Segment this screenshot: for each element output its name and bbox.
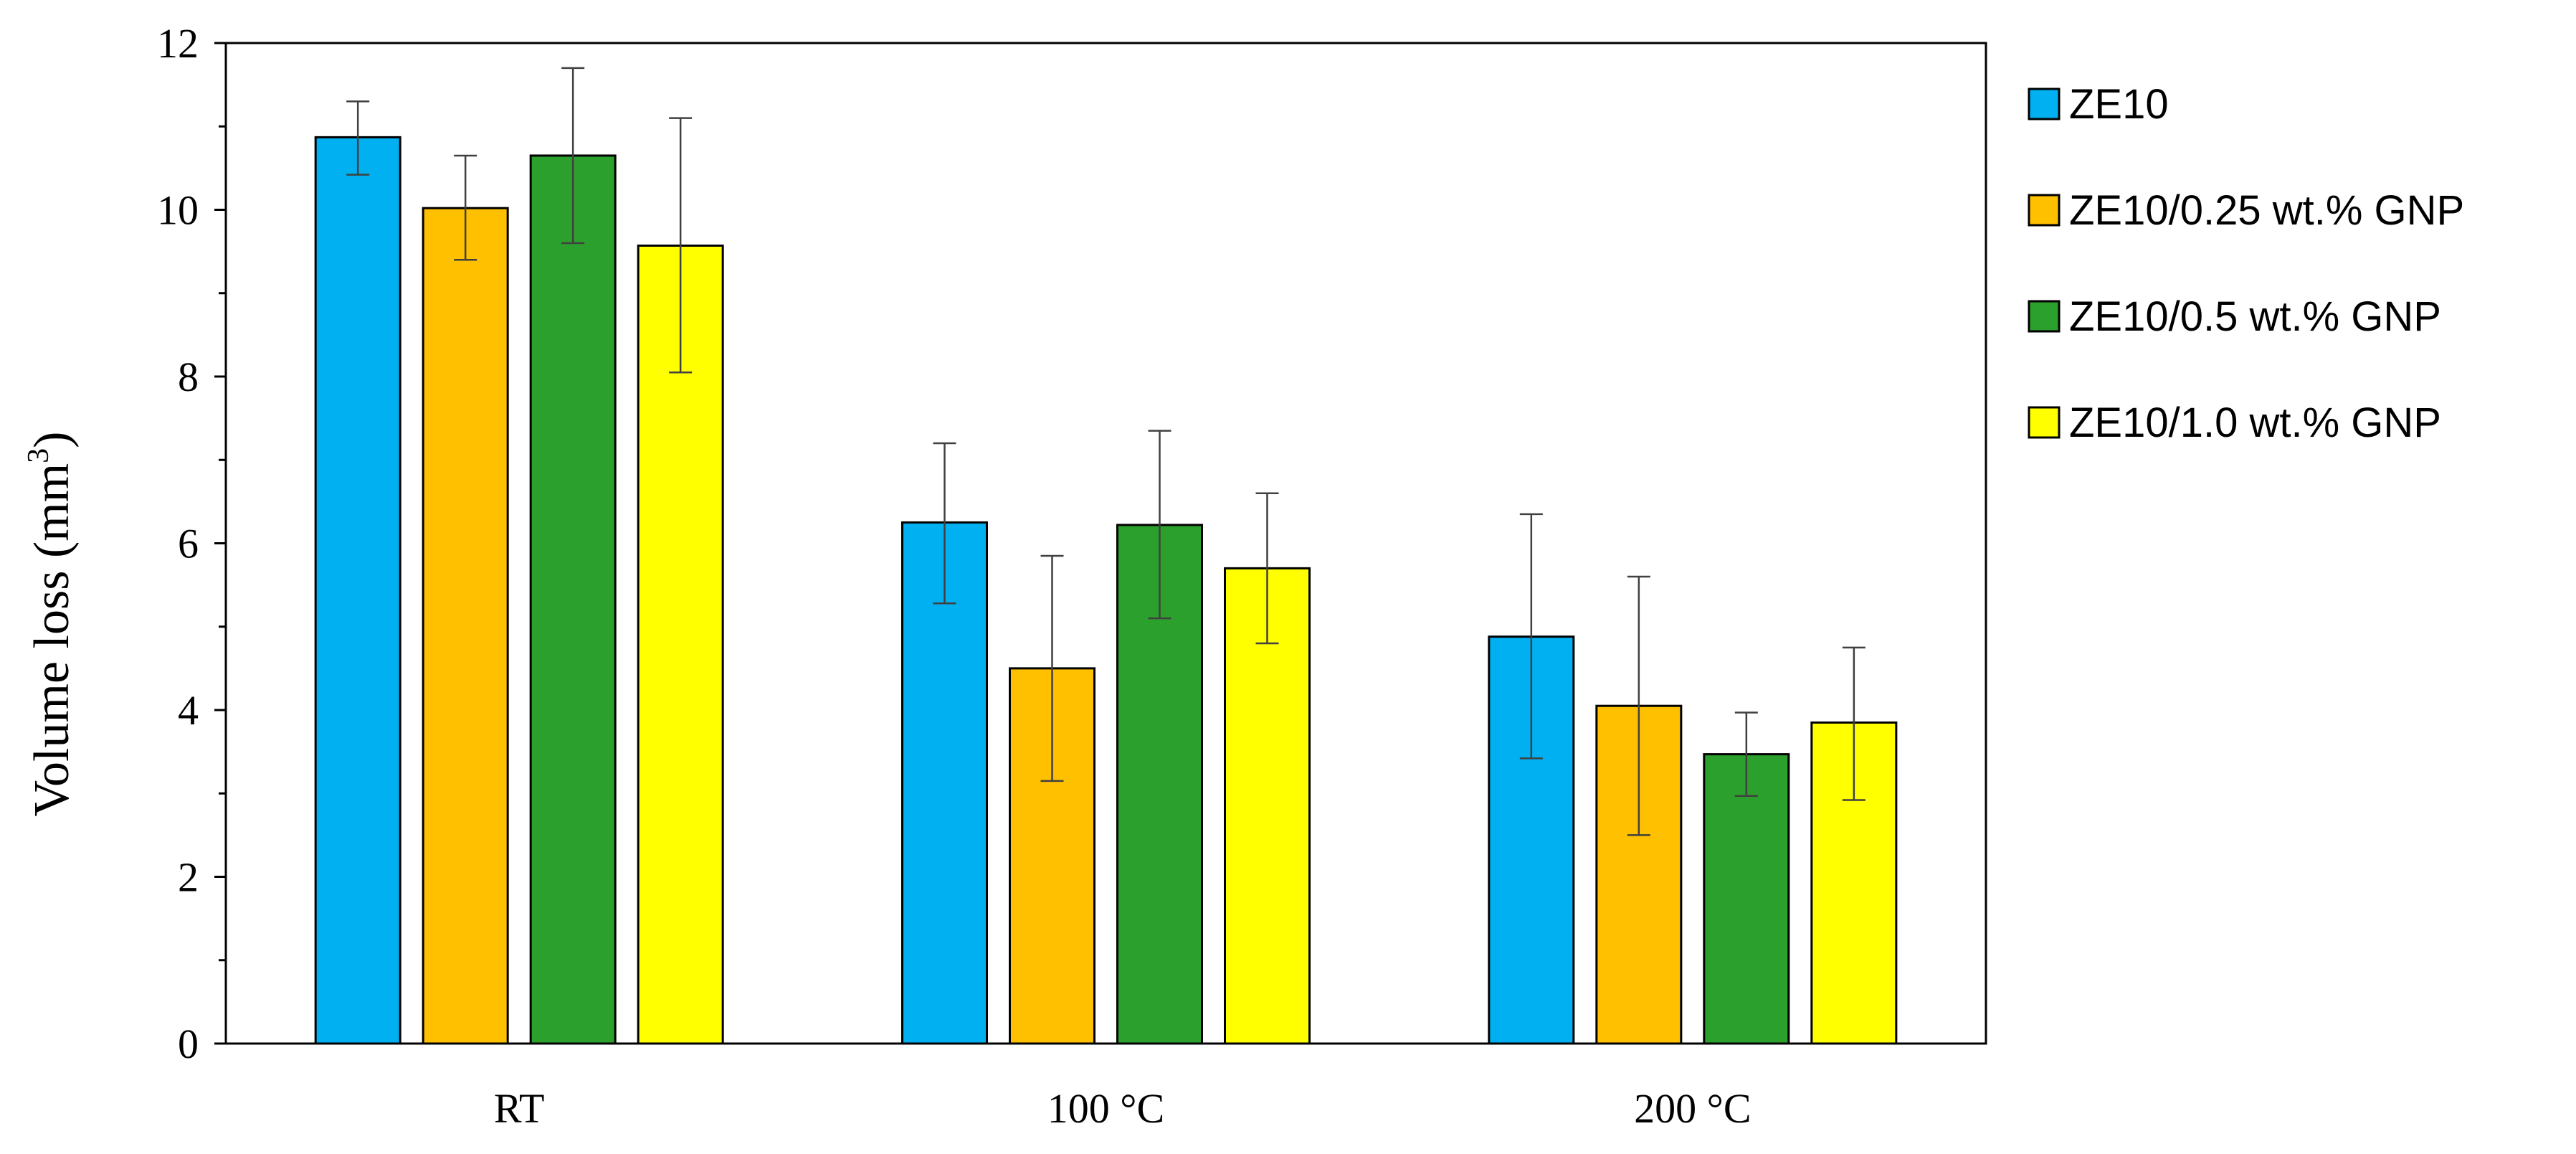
legend-swatch — [2028, 194, 2061, 227]
legend-label: ZE10/0.25 wt.% GNP — [2069, 187, 2464, 234]
y-tick-label: 12 — [157, 20, 199, 67]
plot-area — [314, 67, 1898, 1045]
legend-swatch — [2028, 88, 2061, 120]
legend-swatch — [2028, 300, 2061, 333]
bar — [1703, 753, 1790, 1045]
y-axis-title-text: Volume loss (mm — [24, 463, 80, 817]
y-tick-label: 0 — [178, 1021, 199, 1067]
axes: 0 2 4 6 8 10 12 RT 100 °C 200 °C — [157, 20, 1987, 1132]
bar — [529, 154, 617, 1045]
bar — [314, 136, 401, 1045]
y-tick-label: 8 — [178, 354, 199, 400]
legend-label: ZE10/0.5 wt.% GNP — [2069, 293, 2441, 340]
y-axis-title-end: ) — [24, 432, 80, 448]
legend: ZE10 ZE10/0.25 wt.% GNP ZE10/0.5 wt.% GNP Z… — [2028, 81, 2464, 446]
y-axis-title-superscript: 3 — [22, 448, 55, 463]
y-tick-label: 6 — [178, 521, 199, 567]
y-tick-label: 4 — [178, 687, 199, 734]
x-category-label: RT — [494, 1085, 545, 1132]
y-axis-title: Volume loss (mm3) — [22, 432, 80, 817]
y-tick-label: 2 — [178, 854, 199, 901]
legend-swatch — [2028, 406, 2061, 439]
legend-label: ZE10/1.0 wt.% GNP — [2069, 399, 2441, 446]
x-category-label: 100 °C — [1047, 1085, 1164, 1132]
bar — [1224, 567, 1311, 1045]
legend-label: ZE10 — [2069, 81, 2169, 128]
bar — [422, 207, 509, 1045]
y-tick-label: 10 — [157, 187, 199, 234]
x-category-label: 200 °C — [1634, 1085, 1751, 1132]
